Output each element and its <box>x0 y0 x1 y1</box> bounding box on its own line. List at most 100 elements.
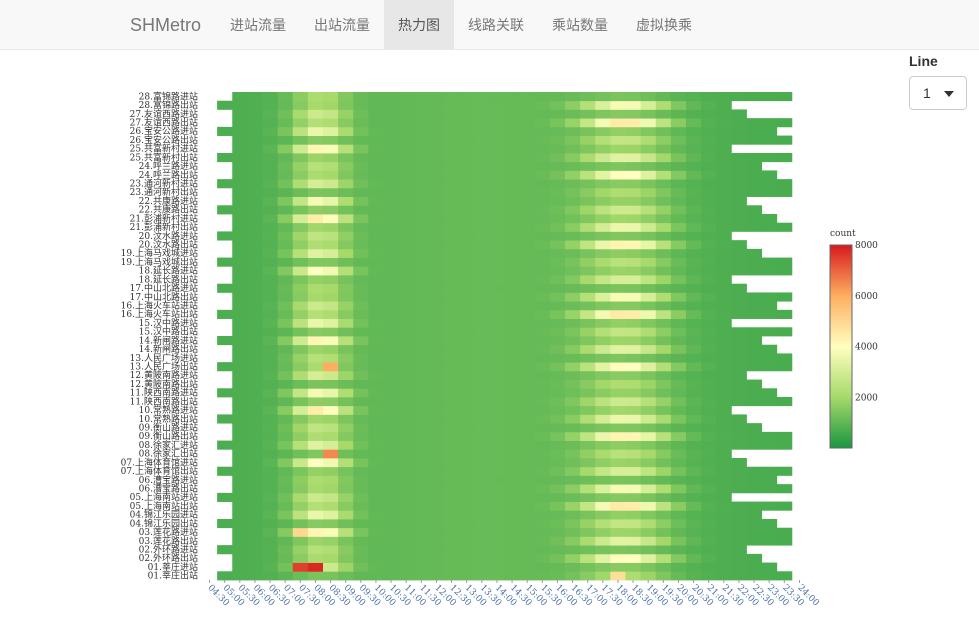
heatmap-cell <box>640 170 657 180</box>
heatmap-cell <box>580 431 596 441</box>
heatmap-cell <box>217 205 233 215</box>
heatmap-cell <box>716 161 732 171</box>
heatmap-cell <box>686 362 702 372</box>
heatmap-cell <box>368 536 384 546</box>
heatmap-cell <box>686 275 702 285</box>
heatmap-cell <box>701 309 717 319</box>
heatmap-cell <box>262 196 279 206</box>
heatmap-cell <box>655 301 672 311</box>
y-tick-label: 17.中山北路出站 <box>130 291 198 303</box>
heatmap-cell <box>459 222 475 232</box>
heatmap-cell <box>353 248 369 258</box>
heatmap-cell <box>398 222 415 232</box>
heatmap-cell <box>625 231 642 241</box>
line-select[interactable]: 1 <box>909 76 967 110</box>
heatmap-cell <box>731 135 747 145</box>
heatmap-cell <box>489 196 505 206</box>
heatmap-cell <box>307 318 324 328</box>
heatmap-cell <box>353 336 369 346</box>
heatmap-cell <box>686 214 702 224</box>
heatmap-cell <box>444 344 460 354</box>
heatmap-cell <box>459 336 475 346</box>
heatmap-cell <box>731 562 747 572</box>
heatmap-cell <box>655 92 672 102</box>
heatmap-cell <box>323 362 339 372</box>
heatmap-cell <box>232 309 248 319</box>
heatmap-cell <box>247 501 263 511</box>
heatmap-cell <box>549 527 566 537</box>
heatmap-cell <box>398 423 415 433</box>
heatmap-cell <box>277 222 294 232</box>
heatmap-cell <box>519 510 536 520</box>
heatmap-cell <box>277 135 294 145</box>
heatmap-cell <box>353 214 369 224</box>
tab-inbound-flow[interactable]: 进站流量 <box>230 17 286 33</box>
heatmap-cell <box>701 214 717 224</box>
heatmap-cell <box>716 336 732 346</box>
heatmap-cell <box>262 100 279 110</box>
heatmap-cell <box>504 353 521 363</box>
heatmap-cell <box>610 170 626 180</box>
heatmap-cell <box>640 283 657 293</box>
heatmap-cell <box>595 222 611 232</box>
y-tick-label: 11.陕西南路出站 <box>130 395 198 407</box>
heatmap-cell <box>504 553 521 563</box>
heatmap-cell <box>761 431 778 441</box>
heatmap-cell <box>761 397 778 407</box>
heatmap-cell <box>686 527 702 537</box>
heatmap-cell <box>595 327 611 337</box>
heatmap-cell <box>595 553 611 563</box>
heatmap-cell <box>383 571 400 581</box>
heatmap-cell <box>504 466 521 476</box>
heatmap-cell <box>534 205 551 215</box>
heatmap-cell <box>262 118 279 128</box>
tab-outbound-flow[interactable]: 出站流量 <box>314 17 370 33</box>
brand-logo[interactable]: SHMetro <box>130 15 202 35</box>
heatmap-cell <box>565 379 581 389</box>
heatmap-cell <box>670 571 687 581</box>
heatmap-cell <box>549 283 566 293</box>
heatmap-cell <box>519 187 536 197</box>
heatmap-cell <box>580 240 596 250</box>
heatmap-cell <box>670 318 687 328</box>
heatmap-cell <box>610 388 626 398</box>
heatmap-cell <box>716 501 732 511</box>
heatmap-cell <box>338 379 354 389</box>
heatmap-cell <box>307 336 324 346</box>
heatmap-cell <box>610 240 626 250</box>
heatmap-cell <box>761 353 778 363</box>
heatmap-cell <box>580 449 596 459</box>
heatmap-cell <box>655 484 672 494</box>
heatmap-cell <box>368 414 384 424</box>
tab-ride-count[interactable]: 乘站数量 <box>552 17 608 33</box>
heatmap-cell <box>262 571 279 581</box>
heatmap-cell <box>595 423 611 433</box>
heatmap-cell <box>232 379 248 389</box>
heatmap-cell <box>428 135 445 145</box>
heatmap-cell <box>413 222 430 232</box>
heatmap-cell <box>504 283 521 293</box>
heatmap-cell <box>701 449 717 459</box>
tab-heatmap[interactable]: 热力图 <box>384 0 454 50</box>
heatmap-cell <box>625 475 642 485</box>
heatmap-cell <box>474 153 490 163</box>
heatmap-cell <box>262 388 279 398</box>
heatmap-cell <box>580 214 596 224</box>
heatmap-cell <box>489 510 505 520</box>
heatmap-cell <box>489 187 505 197</box>
heatmap-cell <box>731 484 747 494</box>
heatmap-cell <box>655 440 672 450</box>
heatmap-cell <box>670 519 687 529</box>
heatmap-cell <box>731 301 747 311</box>
heatmap-cell <box>338 292 354 302</box>
tab-virtual-transfer[interactable]: 虚拟换乘 <box>636 17 692 33</box>
heatmap-cell <box>595 153 611 163</box>
heatmap-cell <box>428 553 445 563</box>
heatmap-cell <box>519 458 536 468</box>
heatmap-cell <box>580 170 596 180</box>
heatmap-cell <box>504 344 521 354</box>
heatmap-cell <box>549 571 566 581</box>
heatmap-cell <box>716 257 732 267</box>
tab-line-correlation[interactable]: 线路关联 <box>468 17 524 33</box>
heatmap-cell <box>701 562 717 572</box>
